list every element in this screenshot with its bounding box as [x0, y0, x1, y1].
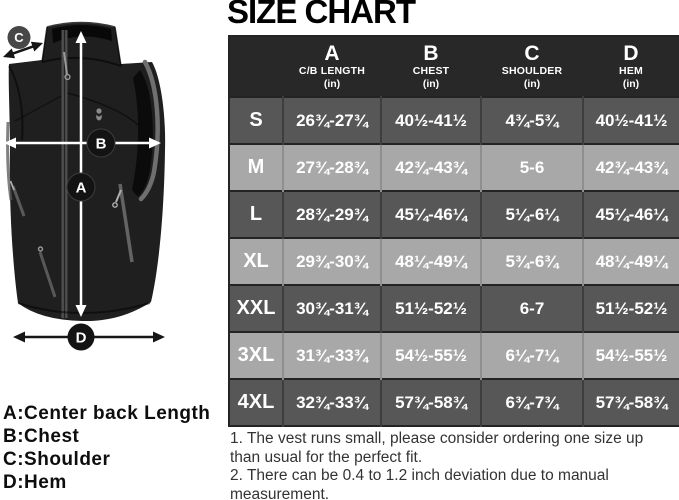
svg-text:B: B [96, 136, 107, 153]
table-header-row: A C/B LENGTH (in) B CHEST (in) C SHOULDER (in) D H… [229, 36, 679, 97]
measurement-cell: 54½-55½ [582, 332, 679, 379]
measurement-cell: 45¼-46¼ [380, 191, 481, 238]
svg-text:A: A [76, 180, 87, 197]
column-header-a: A C/B LENGTH (in) [283, 36, 381, 97]
column-letter: C [524, 41, 540, 65]
measure-marker-d: D [67, 323, 95, 351]
size-label: XXL [229, 285, 283, 332]
measurement-cell: 51½-52½ [380, 285, 481, 332]
measurement-cell: 57¾-58¾ [582, 379, 679, 426]
table-row: 4XL 32¾-33¾ 57¾-58¾ 6¾-7¾ 57¾-58¾ [229, 379, 679, 426]
measurement-cell: 30¾-31¾ [282, 285, 381, 332]
column-unit: (in) [422, 77, 440, 90]
measurement-cell: 6¾-7¾ [480, 379, 583, 426]
size-label: XL [229, 238, 283, 285]
measurement-cell: 6¼-7¼ [480, 332, 583, 379]
measure-marker-a: A [66, 172, 96, 202]
corner-cell [229, 36, 283, 97]
table-body: S 26¾-27¾ 40½-41½ 4¾-5¾ 40½-41½ M 27¾-28¾ 42¾-4… [229, 97, 679, 426]
column-unit: (in) [622, 77, 640, 90]
measurement-cell: 57¾-58¾ [380, 379, 481, 426]
note: 2. There can be 0.4 to 1.2 inch deviatio… [230, 467, 609, 500]
size-label: S [229, 97, 283, 144]
size-label: 3XL [229, 332, 283, 379]
note: 1. The vest runs small, please consider … [230, 430, 644, 466]
legend-item: D:Hem [3, 472, 67, 493]
column-header-b: B CHEST (in) [381, 36, 481, 97]
measurement-cell: 48¼-49¼ [582, 238, 679, 285]
measure-marker-b: B [86, 128, 116, 158]
vest-body [6, 21, 166, 322]
table-row: 3XL 31¾-33¾ 54½-55½ 6¼-7¼ 54½-55½ [229, 332, 679, 379]
column-letter: D [623, 41, 639, 65]
column-name: HEM [619, 64, 643, 77]
size-label: L [229, 191, 283, 238]
table-row: XXL 30¾-31¾ 51½-52½ 6-7 51½-52½ [229, 285, 679, 332]
vest-illustration: C B A D [3, 21, 166, 351]
svg-text:C: C [14, 30, 24, 45]
page-title: SIZE CHART [227, 0, 416, 30]
column-header-c: C SHOULDER (in) [481, 36, 583, 97]
measurement-cell: 4¾-5¾ [480, 97, 583, 144]
size-label: 4XL [229, 379, 283, 426]
measurement-cell: 42¾-43¾ [380, 144, 481, 191]
measurement-cell: 45¼-46¼ [582, 191, 679, 238]
column-unit: (in) [323, 77, 341, 90]
column-name: CHEST [412, 64, 450, 77]
measurement-cell: 26¾-27¾ [282, 97, 381, 144]
measurement-cell: 31¾-33¾ [282, 332, 381, 379]
table-row: S 26¾-27¾ 40½-41½ 4¾-5¾ 40½-41½ [229, 97, 679, 144]
column-header-d: D HEM (in) [583, 36, 679, 97]
measurement-cell: 5¾-6¾ [480, 238, 583, 285]
column-name: SHOULDER [501, 64, 563, 77]
measurement-cell: 5-6 [480, 144, 583, 191]
svg-text:D: D [76, 330, 87, 347]
measurement-cell: 40½-41½ [380, 97, 481, 144]
table-row: M 27¾-28¾ 42¾-43¾ 5-6 42¾-43¾ [229, 144, 679, 191]
measurement-cell: 51½-52½ [582, 285, 679, 332]
measurement-cell: 6-7 [480, 285, 583, 332]
table-row: L 28¾-29¾ 45¼-46¼ 5¼-6¼ 45¼-46¼ [229, 191, 679, 238]
column-unit: (in) [523, 77, 541, 90]
legend-item: B:Chest [3, 426, 80, 447]
legend-item: C:Shoulder [3, 449, 111, 470]
column-name: C/B LENGTH [298, 64, 366, 77]
measurement-cell: 54½-55½ [380, 332, 481, 379]
measurement-cell: 28¾-29¾ [282, 191, 381, 238]
measurement-cell: 32¾-33¾ [282, 379, 381, 426]
column-letter: B [423, 41, 439, 65]
notes: 1. The vest runs small, please consider … [230, 430, 654, 500]
measurement-cell: 27¾-28¾ [282, 144, 381, 191]
column-letter: A [324, 41, 340, 65]
table-row: XL 29¾-30¾ 48¼-49¼ 5¾-6¾ 48¼-49¼ [229, 238, 679, 285]
size-chart-table: A C/B LENGTH (in) B CHEST (in) C SHOULDER (in) D H… [228, 35, 679, 427]
measurement-cell: 29¾-30¾ [282, 238, 381, 285]
brand-logo-icon [96, 108, 102, 121]
measurement-cell: 5¼-6¼ [480, 191, 583, 238]
measurement-cell: 40½-41½ [582, 97, 679, 144]
legend-item: A:Center back Length [3, 403, 211, 424]
measure-arrow-b [4, 137, 161, 149]
measurement-legend: A:Center back Length B:Chest C:Shoulder D:H… [3, 402, 210, 494]
measurement-cell: 48¼-49¼ [380, 238, 481, 285]
measurement-cell: 42¾-43¾ [582, 144, 679, 191]
measure-marker-c: C [7, 26, 31, 49]
measure-arrow-c [3, 41, 43, 59]
size-label: M [229, 144, 283, 191]
